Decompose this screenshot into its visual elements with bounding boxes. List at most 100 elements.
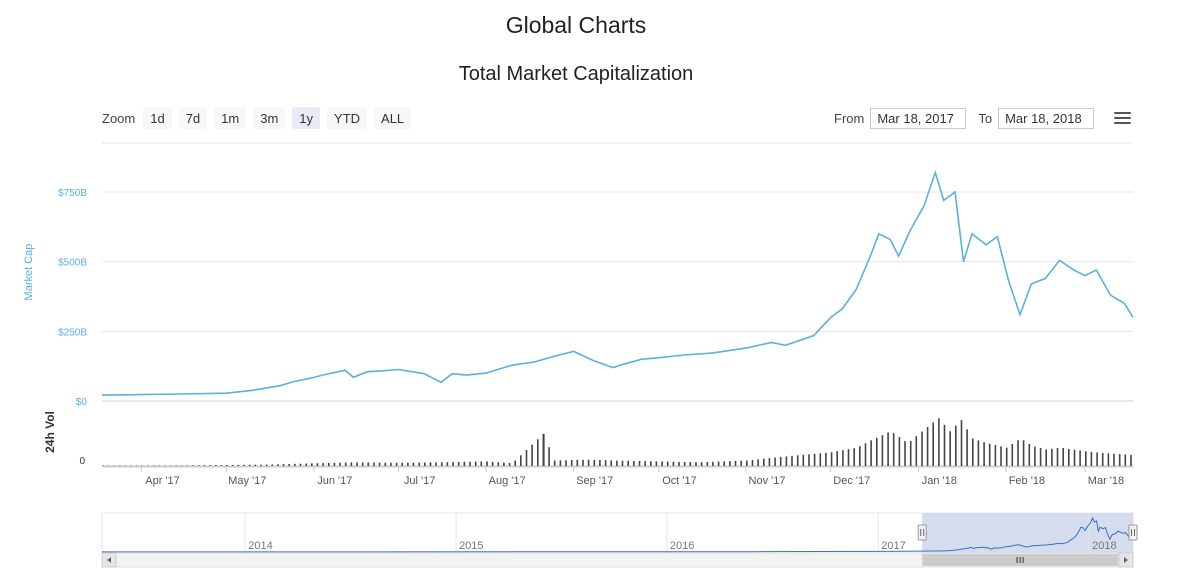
volume-bar <box>328 462 330 466</box>
volume-bar <box>932 422 934 466</box>
volume-bar <box>429 462 432 466</box>
volume-bar <box>1039 448 1042 466</box>
x-axis-tick-label: Dec '17 <box>833 475 870 487</box>
volume-bar <box>796 455 799 466</box>
volume-bar <box>802 454 805 467</box>
volume-bar <box>441 462 443 466</box>
handle-box[interactable] <box>1128 524 1138 541</box>
volume-bar <box>926 427 929 466</box>
volume-bar <box>819 453 822 467</box>
market-cap-axis-title: Market Cap <box>23 244 35 301</box>
zoom-1m-button[interactable]: 1m <box>214 107 247 129</box>
chart-title: Total Market Capitalization <box>458 63 694 85</box>
volume-bar <box>373 462 375 466</box>
volume-bar <box>339 462 341 466</box>
volume-bar <box>1011 444 1014 466</box>
volume-bar <box>474 461 477 466</box>
zoom-1d-button[interactable]: 1d <box>143 107 172 129</box>
volume-bar <box>435 462 437 466</box>
volume-bar <box>627 460 629 466</box>
volume-bar <box>102 465 104 466</box>
volume-bar <box>1068 448 1070 466</box>
volume-bar <box>666 461 669 466</box>
volume-bar <box>791 455 793 466</box>
volume-bar <box>1130 454 1132 466</box>
navigator-tick-label: 2017 <box>881 540 905 552</box>
zoom-1y-button[interactable]: 1y <box>292 107 321 129</box>
volume-bar <box>220 465 223 466</box>
volume-bar <box>553 460 556 466</box>
volume-bar <box>559 460 562 466</box>
volume-bar <box>825 452 827 467</box>
x-axis-tick-label: Oct '17 <box>662 475 697 487</box>
volume-bar <box>638 461 641 466</box>
volume-bar <box>452 462 454 466</box>
volume-bar <box>604 460 607 466</box>
from-date-input[interactable] <box>870 107 967 129</box>
volume-bar <box>407 462 409 466</box>
volume-bar <box>808 454 810 467</box>
volume-bar <box>158 465 161 466</box>
zoom-3m-button[interactable]: 3m <box>253 107 286 129</box>
volume-bar <box>1062 448 1064 466</box>
volume-bar <box>949 431 951 466</box>
volume-bar <box>813 453 816 467</box>
volume-bar <box>938 418 940 466</box>
volume-bar <box>395 462 398 466</box>
volume-bar <box>130 465 132 466</box>
volume-bar <box>542 433 545 466</box>
navigator-right-handle[interactable] <box>1128 524 1138 541</box>
volume-bar <box>401 462 403 466</box>
x-axis-tick-label: Nov '17 <box>749 475 786 487</box>
navigator-tick-label: 2014 <box>248 540 272 552</box>
volume-bar <box>1000 446 1002 466</box>
market-cap-tick-label: $250B <box>58 327 87 338</box>
zoom-ytd-button[interactable]: YTD <box>327 107 368 129</box>
navigator-scrollbar[interactable] <box>101 552 1134 568</box>
volume-bar <box>1096 452 1098 466</box>
volume-bar <box>1101 452 1104 466</box>
volume-bar <box>683 462 686 466</box>
volume-bar <box>570 460 573 466</box>
volume-bar <box>333 462 336 466</box>
handle-box[interactable] <box>917 524 927 541</box>
volume-bar <box>378 462 381 466</box>
volume-bar <box>486 461 488 466</box>
x-axis-tick-label: Aug '17 <box>489 475 526 487</box>
volume-bar <box>870 440 872 466</box>
zoom-bar: Zoom 1d 7d 1m 3m 1y YTD ALL <box>102 107 418 129</box>
volume-bar <box>361 462 364 466</box>
page-title: Global Charts <box>505 12 647 38</box>
volume-bar <box>892 433 895 466</box>
to-date-input[interactable] <box>998 107 1095 129</box>
volume-bar <box>463 461 466 466</box>
volume-bar <box>621 460 624 466</box>
volume-bar <box>1118 454 1121 466</box>
hamburger-menu-icon[interactable] <box>1114 112 1131 126</box>
zoom-label: Zoom <box>102 110 136 126</box>
volume-bar <box>593 459 596 466</box>
volume-bar <box>734 460 737 466</box>
volume-bar <box>1005 447 1008 466</box>
from-label: From <box>834 110 865 126</box>
volume-axis-title: 24h Vol <box>43 411 57 453</box>
volume-bar <box>661 461 663 466</box>
zoom-7d-button[interactable]: 7d <box>178 107 208 129</box>
x-axis-tick-label: Jul '17 <box>404 475 435 487</box>
volume-bar <box>514 460 516 466</box>
volume-bar <box>650 461 652 466</box>
navigator[interactable]: 2014 2015 2016 2017 2018 <box>101 512 1138 554</box>
volume-bar <box>881 435 884 466</box>
volume-tick-label: 0 <box>79 456 85 467</box>
volume-bar <box>1051 448 1053 466</box>
volume-bar <box>915 436 918 466</box>
volume-bar <box>994 445 997 466</box>
volume-bar <box>231 465 234 466</box>
navigator-left-handle[interactable] <box>917 524 927 541</box>
volume-bar <box>836 451 838 466</box>
zoom-all-button[interactable]: ALL <box>374 107 412 129</box>
volume-bar <box>785 456 788 466</box>
volume-bar <box>898 437 901 466</box>
volume-bar <box>254 464 257 466</box>
volume-bar <box>322 463 324 466</box>
